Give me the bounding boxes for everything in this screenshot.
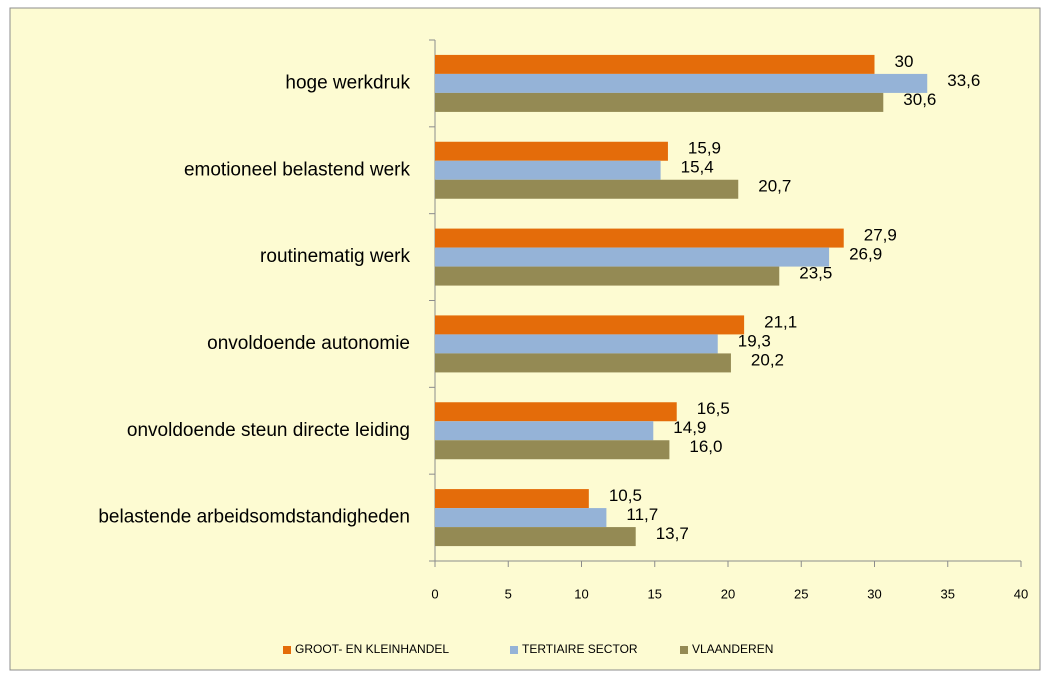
category-label: onvoldoende steun directe leiding [127,420,410,441]
bar [435,334,718,354]
value-label: 16,5 [697,399,730,418]
bar [435,141,668,161]
legend-label: TERTIAIRE SECTOR [522,642,638,656]
x-tick-label: 5 [505,586,512,601]
x-tick-label: 15 [648,586,662,601]
value-label: 20,7 [758,177,791,196]
bar [435,160,661,180]
bar [435,92,884,112]
bar [435,73,928,93]
x-tick-label: 35 [941,586,955,601]
bar [435,353,731,373]
legend-swatch [510,646,518,654]
value-label: 15,9 [688,139,721,158]
bar [435,402,677,422]
bar [435,228,844,248]
legend-label: VLAANDEREN [692,642,773,656]
value-label: 23,5 [799,264,832,283]
value-label: 21,1 [764,312,797,331]
bar [435,179,739,199]
category-label: belastende arbeidsomdstandigheden [98,507,410,528]
value-label: 15,4 [681,158,714,177]
x-tick-label: 30 [867,586,881,601]
value-label: 14,9 [673,418,706,437]
bar [435,266,780,286]
bar [435,421,654,441]
value-label: 30 [895,52,914,71]
x-tick-label: 20 [721,586,735,601]
bar [435,440,670,460]
bar [435,489,589,509]
value-label: 30,6 [903,90,936,109]
legend-swatch [680,646,688,654]
bar [435,247,830,267]
x-tick-label: 10 [574,586,588,601]
value-label: 10,5 [609,486,642,505]
value-label: 16,0 [689,437,722,456]
bar [435,508,607,528]
legend-label: GROOT- EN KLEINHANDEL [295,642,449,656]
category-label: routinematig werk [260,246,410,267]
bar [435,315,745,335]
x-tick-label: 25 [794,586,808,601]
value-label: 27,9 [864,226,897,245]
x-tick-label: 0 [431,586,438,601]
legend-swatch [283,646,291,654]
category-label: emotioneel belastend werk [184,159,411,180]
bar [435,527,636,547]
x-tick-label: 40 [1014,586,1028,601]
value-label: 26,9 [849,245,882,264]
value-label: 13,7 [656,524,689,543]
value-label: 11,7 [626,505,658,524]
value-label: 19,3 [738,331,771,350]
category-label: onvoldoende autonomie [207,333,410,354]
category-label: hoge werkdruk [285,72,410,93]
value-label: 33,6 [947,71,980,90]
value-label: 20,2 [751,350,784,369]
bar [435,54,875,74]
